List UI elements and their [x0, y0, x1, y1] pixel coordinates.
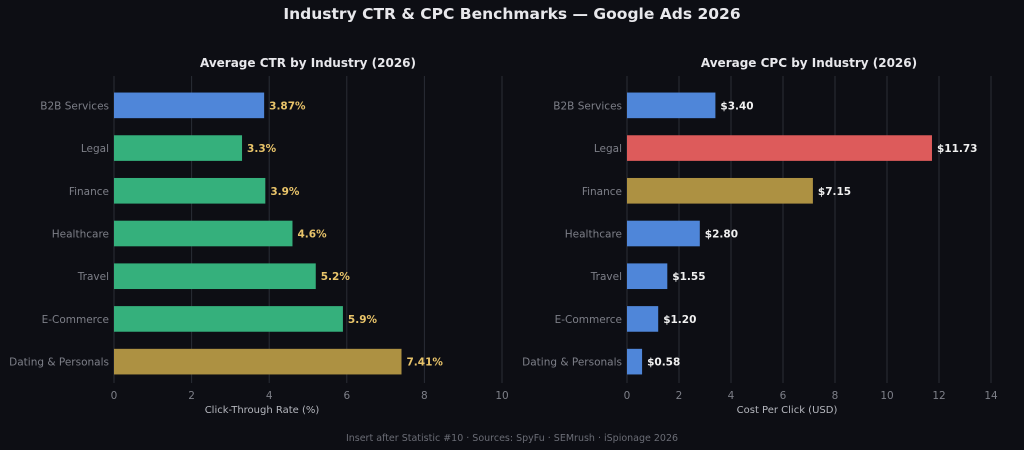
ctr-x-tick-label: 8 [421, 390, 428, 402]
cpc-x-tick-label: 2 [676, 390, 683, 402]
ctr-value-label: 3.9% [270, 186, 300, 198]
ctr-bar [114, 306, 343, 332]
cpc-x-tick-label: 14 [984, 390, 998, 402]
ctr-x-tick-label: 10 [495, 390, 508, 402]
ctr-chart: Average CTR by Industry (2026) 0 2 4 6 8 10 Cli… [9, 56, 509, 416]
ctr-value-label: 5.9% [348, 314, 378, 326]
cpc-bar [627, 348, 643, 375]
cpc-value-label: $3.40 [720, 100, 753, 112]
cpc-bar [627, 135, 932, 161]
ctr-category-label: Healthcare [52, 229, 109, 241]
cpc-chart: Average CPC by Industry (2026) 0 2 4 6 8 10 12 1… [522, 56, 998, 416]
ctr-bar [114, 220, 293, 247]
cpc-value-label: $1.20 [663, 314, 696, 326]
cpc-value-label: $11.73 [937, 143, 978, 155]
ctr-category-label: B2B Services [40, 100, 109, 112]
ctr-bar [114, 263, 316, 290]
ctr-value-label: 5.2% [321, 271, 351, 283]
cpc-category-label: E-Commerce [555, 314, 622, 326]
ctr-category-label: Legal [81, 143, 109, 155]
cpc-value-label: $2.80 [705, 229, 738, 241]
cpc-chart-title: Average CPC by Industry (2026) [701, 56, 917, 70]
ctr-x-tick-label: 6 [343, 390, 350, 402]
cpc-category-label: Dating & Personals [522, 357, 622, 369]
ctr-bar [114, 92, 265, 119]
cpc-x-tick-label: 8 [832, 390, 839, 402]
ctr-category-label: E-Commerce [42, 314, 109, 326]
ctr-bar [114, 177, 266, 204]
source-footer: Insert after Statistic #10 · Sources: Sp… [346, 433, 678, 444]
ctr-x-tick-label: 2 [188, 390, 195, 402]
figure-title: Industry CTR & CPC Benchmarks — Google A… [283, 5, 740, 23]
ctr-x-tick-label: 0 [111, 390, 118, 402]
cpc-value-label: $0.58 [647, 357, 680, 369]
ctr-value-label: 7.41% [407, 357, 444, 369]
cpc-x-tick-label: 10 [880, 390, 893, 402]
cpc-x-tick-label: 0 [624, 390, 631, 402]
cpc-bar [627, 177, 813, 204]
cpc-bar [627, 220, 700, 247]
cpc-value-label: $7.15 [818, 186, 851, 198]
cpc-bar [627, 92, 716, 119]
cpc-x-tick-label: 6 [780, 390, 787, 402]
ctr-value-label: 4.6% [297, 229, 327, 241]
ctr-value-label: 3.3% [247, 143, 277, 155]
cpc-x-axis-label: Cost Per Click (USD) [737, 405, 838, 416]
ctr-x-tick-label: 4 [266, 390, 273, 402]
cpc-category-label: Travel [590, 271, 622, 283]
ctr-x-axis-label: Click-Through Rate (%) [205, 405, 320, 416]
ctr-category-label: Dating & Personals [9, 357, 109, 369]
cpc-bar [627, 306, 659, 332]
cpc-x-tick-label: 4 [728, 390, 735, 402]
ctr-bar [114, 348, 402, 375]
cpc-bar [627, 263, 668, 290]
ctr-category-label: Travel [77, 271, 109, 283]
ctr-chart-title: Average CTR by Industry (2026) [200, 56, 416, 70]
ctr-bar [114, 135, 243, 161]
cpc-category-label: B2B Services [553, 100, 622, 112]
cpc-x-tick-label: 12 [932, 390, 945, 402]
cpc-category-label: Finance [582, 186, 622, 198]
cpc-category-label: Legal [594, 143, 622, 155]
ctr-category-label: Finance [69, 186, 109, 198]
cpc-value-label: $1.55 [672, 271, 705, 283]
ctr-value-label: 3.87% [269, 100, 306, 112]
cpc-category-label: Healthcare [565, 229, 622, 241]
